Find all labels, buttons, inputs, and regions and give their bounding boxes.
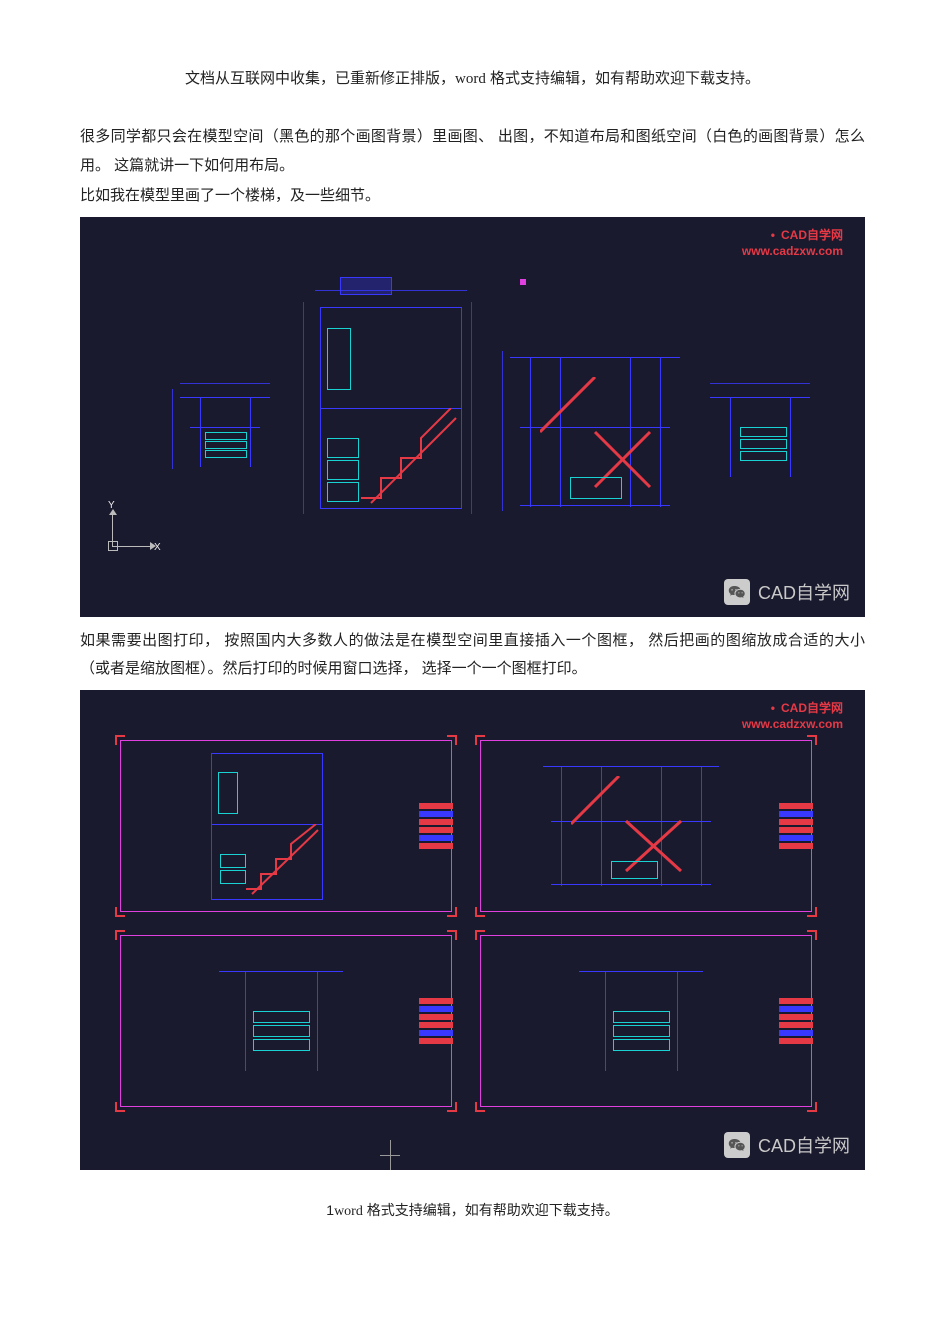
stair-icon (361, 408, 461, 508)
brand-1: •CAD自学网 www.cadzxw.com (742, 227, 843, 261)
print-frame-2 (480, 740, 812, 912)
brand-url: www.cadzxw.com (742, 244, 843, 258)
title-block (419, 801, 453, 851)
paragraph-2: 如果需要出图打印， 按照国内大多数人的做法是在模型空间里直接插入一个图框， 然后… (80, 627, 865, 684)
cursor-crosshair-icon (380, 1155, 400, 1156)
footer-page: 1 (326, 1202, 334, 1218)
wechat-icon (724, 579, 750, 605)
header-prefix: 文档从互联网中收集，已重新修正排版， (185, 70, 455, 87)
brand-2: •CAD自学网 www.cadzxw.com (742, 700, 843, 734)
print-frame-3 (120, 935, 452, 1107)
sketch-section-1 (320, 307, 462, 509)
title-block (779, 801, 813, 851)
ucs-x-label: X (154, 542, 161, 553)
sketch-detail-b (720, 397, 800, 477)
print-frame-1 (120, 740, 452, 912)
footer-word: word (334, 1204, 363, 1219)
paragraph-1-line-1: 很多同学都只会在模型空间（黑色的那个画图背景）里画图、 出图，不知道布局和图纸空… (80, 123, 865, 180)
title-block (419, 996, 453, 1046)
watermark-2: CAD自学网 (724, 1132, 850, 1158)
document-page: 文档从互联网中收集，已重新修正排版，word 格式支持编辑，如有帮助欢迎下载支持… (0, 0, 945, 1274)
footer-note: 1word 格式支持编辑，如有帮助欢迎下载支持。 (80, 1200, 865, 1220)
brand-title: CAD自学网 (781, 701, 843, 715)
marker-icon (520, 279, 526, 285)
brand-title: CAD自学网 (781, 228, 843, 242)
print-frame-4 (480, 935, 812, 1107)
header-suffix: 格式支持编辑，如有帮助欢迎下载支持。 (486, 70, 760, 87)
cad-screenshot-1: •CAD自学网 www.cadzxw.com Y X (80, 217, 865, 617)
wechat-icon (724, 1132, 750, 1158)
header-word: word (455, 71, 486, 87)
watermark-text: CAD自学网 (758, 579, 850, 605)
paragraph-1-line-2: 比如我在模型里画了一个楼梯，及一些细节。 (80, 182, 865, 211)
footer-text: 格式支持编辑，如有帮助欢迎下载支持。 (363, 1202, 619, 1218)
sketch-section-2 (520, 357, 670, 507)
header-note: 文档从互联网中收集，已重新修正排版，word 格式支持编辑，如有帮助欢迎下载支持… (80, 65, 865, 93)
sketch-detail-a (190, 397, 260, 467)
watermark-text: CAD自学网 (758, 1132, 850, 1158)
title-block (779, 996, 813, 1046)
label-box (340, 277, 392, 295)
watermark-1: CAD自学网 (724, 579, 850, 605)
ucs-y-label: Y (108, 500, 115, 511)
brand-url: www.cadzxw.com (742, 717, 843, 731)
cad-screenshot-2: •CAD自学网 www.cadzxw.com (80, 690, 865, 1170)
